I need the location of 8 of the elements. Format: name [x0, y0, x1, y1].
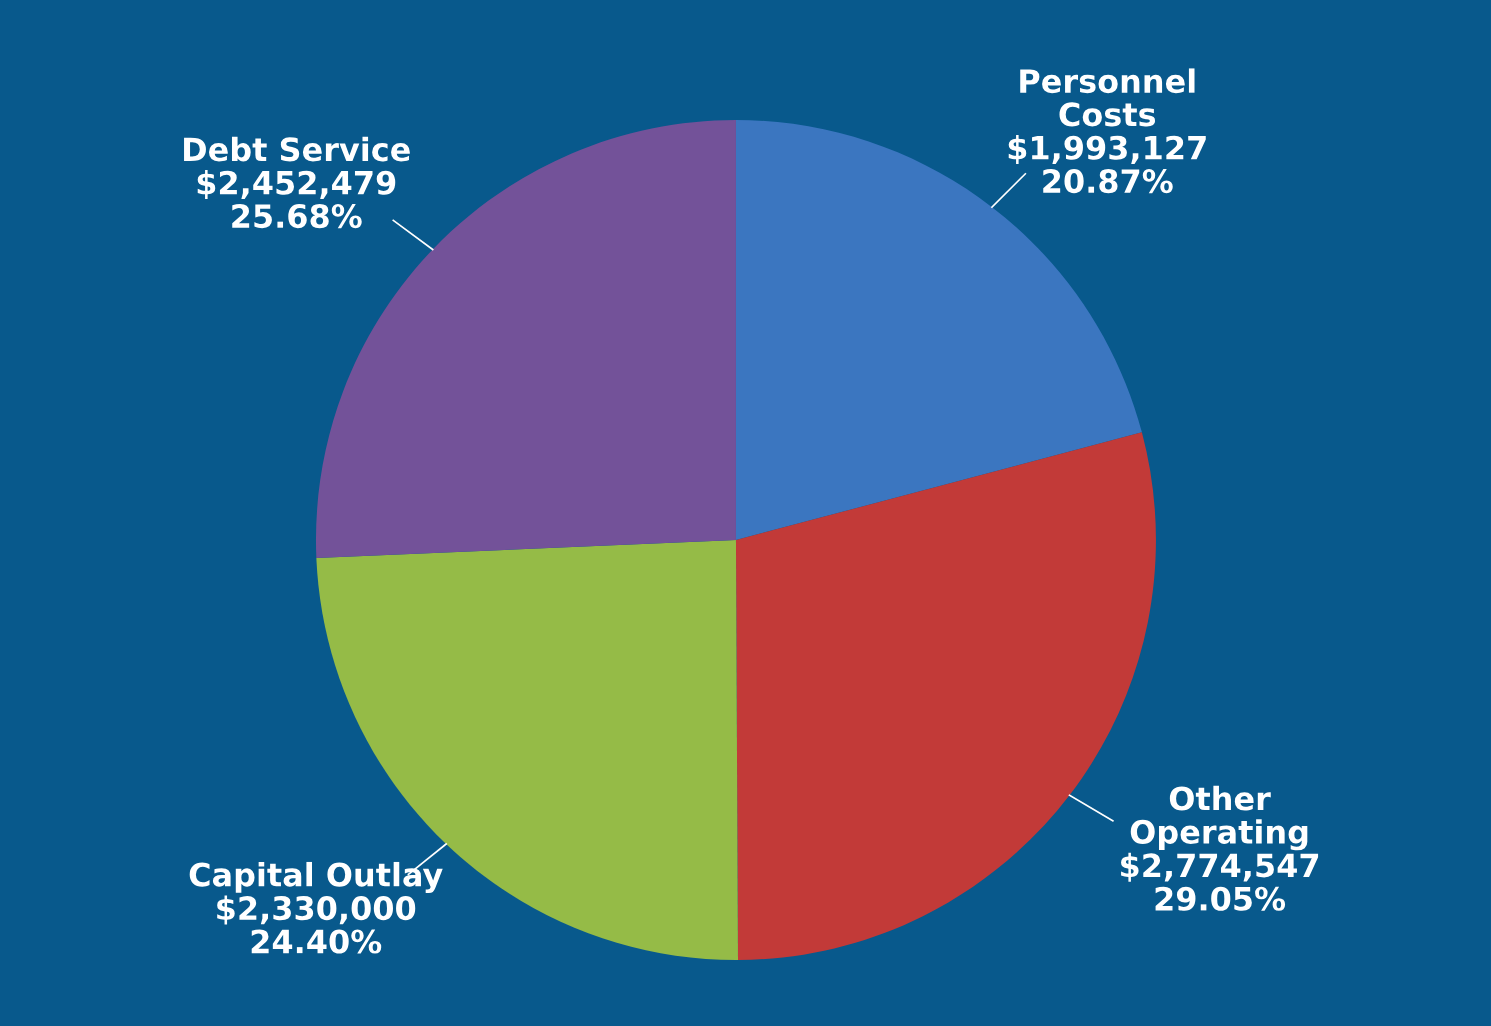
slice-label: Debt Service: [184, 136, 410, 162]
slice-label: Capital Outlay: [189, 861, 443, 894]
data-label: $2,452,479 25.68%: [197, 170, 396, 229]
slice-label: Other Operating: [1130, 785, 1308, 851]
data-label: $1,993,127 20.87%: [1008, 135, 1206, 194]
slice-label: Personnel Costs: [1020, 68, 1195, 127]
data-label: $2,330,000 24.40%: [217, 895, 416, 954]
data-label: $2,774,547 29.05%: [1121, 852, 1319, 911]
